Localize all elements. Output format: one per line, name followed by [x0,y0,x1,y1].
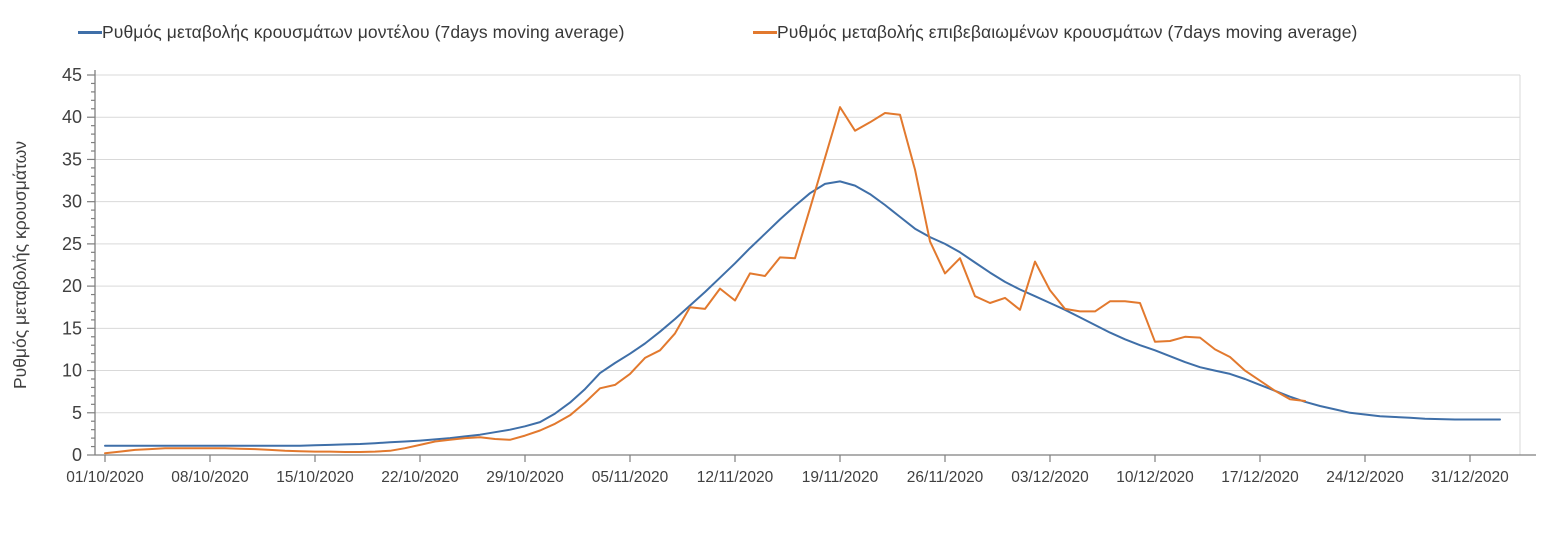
x-tick-label: 03/12/2020 [1011,469,1089,486]
y-tick-label: 0 [72,445,82,465]
y-tick-label: 10 [62,361,82,381]
x-tick-label: 19/11/2020 [802,469,879,486]
x-tick-label: 17/12/2020 [1221,469,1299,486]
y-tick-labels: 0 5 10 15 20 25 30 35 40 45 [62,65,82,465]
y-tick-label: 15 [62,318,82,338]
legend: Ρυθμός μεταβολής κρουσμάτων μοντέλου (7d… [0,0,1564,50]
legend-line-swatch-model [78,31,102,34]
x-tick-label: 05/11/2020 [592,469,669,486]
y-tick-label: 45 [62,65,82,85]
x-tick-label: 10/12/2020 [1116,469,1194,486]
x-tick-labels: 01/10/2020 08/10/2020 15/10/2020 22/10/2020… [66,469,1509,486]
legend-item-confirmed: Ρυθμός μεταβολής επιβεβαιωμένων κρουσμάτ… [753,22,1357,43]
axis-ticks [87,74,1471,462]
gridlines [95,74,1521,455]
x-tick-label: 26/11/2020 [907,469,984,486]
axes [94,70,1536,456]
y-tick-label: 40 [62,107,82,127]
x-tick-label: 24/12/2020 [1326,469,1404,486]
x-tick-label: 22/10/2020 [381,469,459,486]
legend-label-model: Ρυθμός μεταβολής κρουσμάτων μοντέλου (7d… [102,22,625,42]
legend-line-swatch-confirmed [753,31,777,34]
y-tick-label: 20 [62,276,82,296]
series-line-confirmed [104,106,1306,455]
x-tick-label: 08/10/2020 [171,469,249,486]
series-line-model [104,180,1501,447]
series-lines [104,106,1501,455]
y-axis-title: Ρυθμός μεταβολής κρουσμάτων [10,141,30,389]
x-tick-label: 29/10/2020 [486,469,564,486]
legend-label-confirmed: Ρυθμός μεταβολής επιβεβαιωμένων κρουσμάτ… [777,22,1358,42]
x-tick-label: 12/11/2020 [697,469,774,486]
x-tick-label: 15/10/2020 [276,469,354,486]
y-tick-label: 30 [62,192,82,212]
y-tick-label: 25 [62,234,82,254]
legend-item-model: Ρυθμός μεταβολής κρουσμάτων μοντέλου (7d… [78,22,625,43]
x-tick-label: 01/10/2020 [66,469,144,486]
y-tick-label: 35 [62,149,82,169]
y-tick-label: 5 [72,403,82,423]
x-tick-label: 31/12/2020 [1431,469,1509,486]
